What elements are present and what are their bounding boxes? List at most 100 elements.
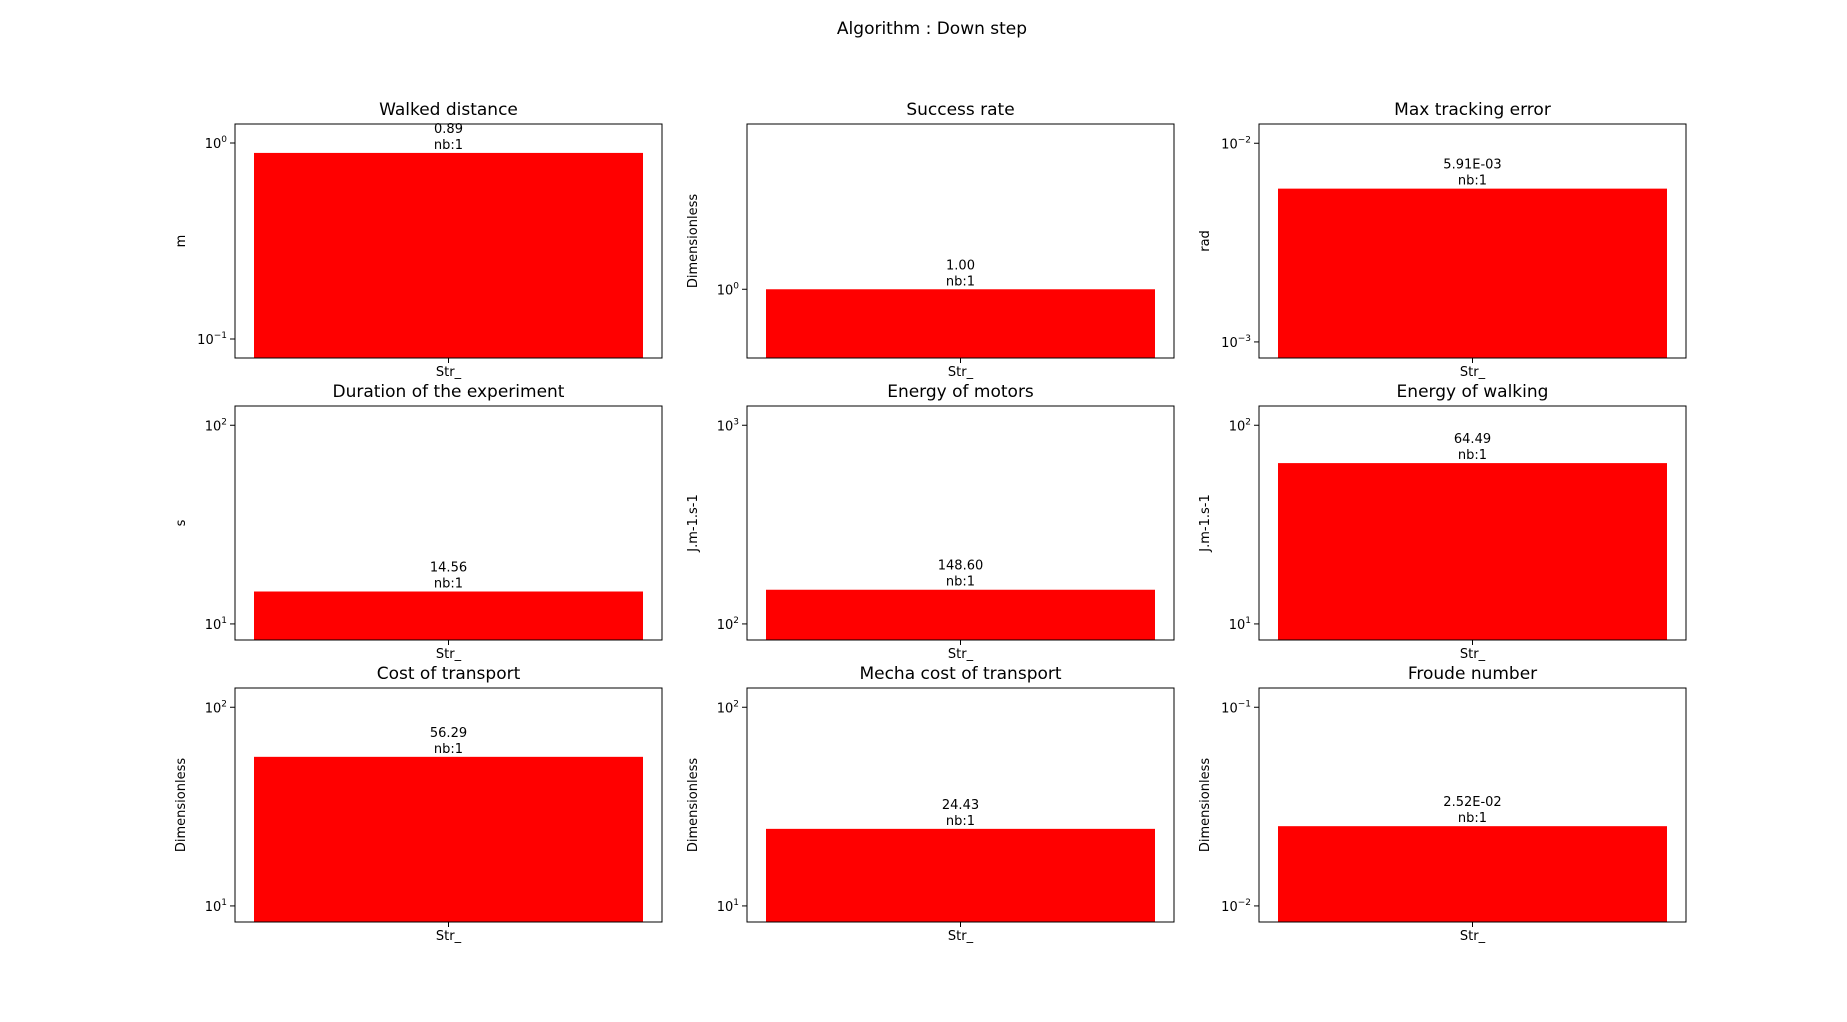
y-axis-label: Dimensionless [686,194,701,288]
bar-count-label: nb:1 [1458,811,1487,826]
y-tick-exponent: −1 [214,331,227,341]
y-tick-label: 102 [717,616,739,633]
bar-count-label: nb:1 [434,577,463,592]
y-tick-base: 10 [717,419,734,434]
y-tick-exponent: 2 [221,699,227,709]
y-tick-exponent: 2 [1245,417,1251,427]
subplot-title: Success rate [906,100,1014,120]
bar-count-label: nb:1 [434,742,463,757]
y-tick-label: 101 [205,898,227,915]
bar [254,152,643,358]
y-axis-label: m [174,235,189,248]
bar-value-label: 56.29 [430,726,467,741]
y-axis-label: Dimensionless [1198,758,1213,852]
subplot-title: Max tracking error [1394,100,1551,120]
y-tick-label: 10−2 [1221,135,1251,152]
x-tick-label: Str_ [436,647,462,662]
bar-count-label: nb:1 [1458,448,1487,463]
y-tick-exponent: −1 [1238,699,1251,709]
y-tick-exponent: 1 [1245,616,1251,626]
y-tick-base: 10 [717,701,734,716]
y-axis-label: J.m-1.s-1 [1198,494,1213,552]
y-tick-base: 10 [1221,701,1238,716]
y-tick-exponent: 1 [221,616,227,626]
subplot-panel: Max tracking errorradStr_10−210−35.91E-0… [1198,100,1687,380]
x-tick-label: Str_ [948,365,974,380]
bar [1278,188,1667,358]
bar-value-label: 14.56 [430,561,467,576]
bar [766,289,1155,358]
subplot-panel: Energy of walkingJ.m-1.s-1Str_10210164.4… [1198,382,1687,662]
subplot-panel: Cost of transportDimensionlessStr_102101… [174,664,663,944]
bar-value-label: 1.00 [946,258,975,273]
y-tick-base: 10 [205,419,222,434]
bar-value-label: 24.43 [942,798,979,813]
subplot-title: Duration of the experiment [333,382,565,402]
y-tick-label: 10−1 [197,331,227,348]
subplot-panel: Duration of the experimentsStr_10210114.… [174,382,663,662]
y-tick-exponent: 1 [733,898,739,908]
y-tick-label: 102 [717,699,739,716]
x-tick-label: Str_ [436,929,462,944]
y-tick-label: 102 [1229,417,1251,434]
y-tick-label: 101 [717,898,739,915]
y-tick-base: 10 [205,701,222,716]
y-tick-base: 10 [205,618,222,633]
y-tick-label: 100 [205,135,228,152]
subplot-panel: Froude numberDimensionlessStr_10−110−22.… [1198,664,1687,944]
y-tick-base: 10 [197,333,214,348]
y-tick-label: 102 [205,699,227,716]
x-tick-label: Str_ [1460,929,1486,944]
y-tick-base: 10 [1221,137,1238,152]
bar [1278,463,1667,640]
subplot-title: Energy of walking [1397,382,1549,402]
y-tick-label: 102 [205,417,227,434]
bar-value-label: 5.91E-03 [1443,158,1501,173]
y-tick-exponent: 2 [733,699,739,709]
y-tick-base: 10 [717,618,734,633]
bar [766,828,1155,922]
y-tick-exponent: 2 [221,417,227,427]
bar-value-label: 64.49 [1454,432,1491,447]
y-tick-base: 10 [717,283,734,298]
bar [1278,826,1667,922]
x-tick-label: Str_ [948,647,974,662]
subplot-title: Mecha cost of transport [859,664,1061,684]
subplot-panel: Mecha cost of transport Dimensionless Str_… [686,664,1175,944]
y-axis-label: J.m-1.s-1 [686,494,701,552]
bar-count-label: nb:1 [946,575,975,590]
y-tick-label: 101 [1229,616,1251,633]
y-tick-base: 10 [717,900,734,915]
bar [254,591,643,640]
y-tick-exponent: −3 [1238,334,1251,344]
y-axis-label: s [174,519,189,526]
bar-count-label: nb:1 [1458,174,1487,189]
y-tick-exponent: 2 [733,616,739,626]
y-tick-base: 10 [205,137,222,152]
y-tick-label: 101 [205,616,227,633]
y-axis-label: Dimensionless [686,758,701,852]
x-tick-label: Str_ [1460,365,1486,380]
bar-value-label: 0.89 [434,122,463,137]
y-tick-exponent: −2 [1238,135,1251,145]
subplot-grid: Walked distancemStr_10010−10.89nb:1Succe… [174,100,1687,944]
y-tick-base: 10 [1229,618,1246,633]
y-tick-base: 10 [1221,336,1238,351]
y-tick-base: 10 [1221,900,1238,915]
bar [254,756,643,922]
y-tick-label: 10−2 [1221,898,1251,915]
bar-count-label: nb:1 [434,138,463,153]
y-tick-exponent: 1 [221,898,227,908]
subplot-title: Energy of motors [887,382,1034,402]
y-tick-label: 10−3 [1221,334,1251,351]
y-axis-label: rad [1198,230,1213,252]
y-tick-exponent: −2 [1238,898,1251,908]
y-axis-label: Dimensionless [174,758,189,852]
x-tick-label: Str_ [948,929,974,944]
subplot-title: Walked distance [379,100,518,120]
bar [766,589,1155,640]
subplot-title: Cost of transport [377,664,521,684]
